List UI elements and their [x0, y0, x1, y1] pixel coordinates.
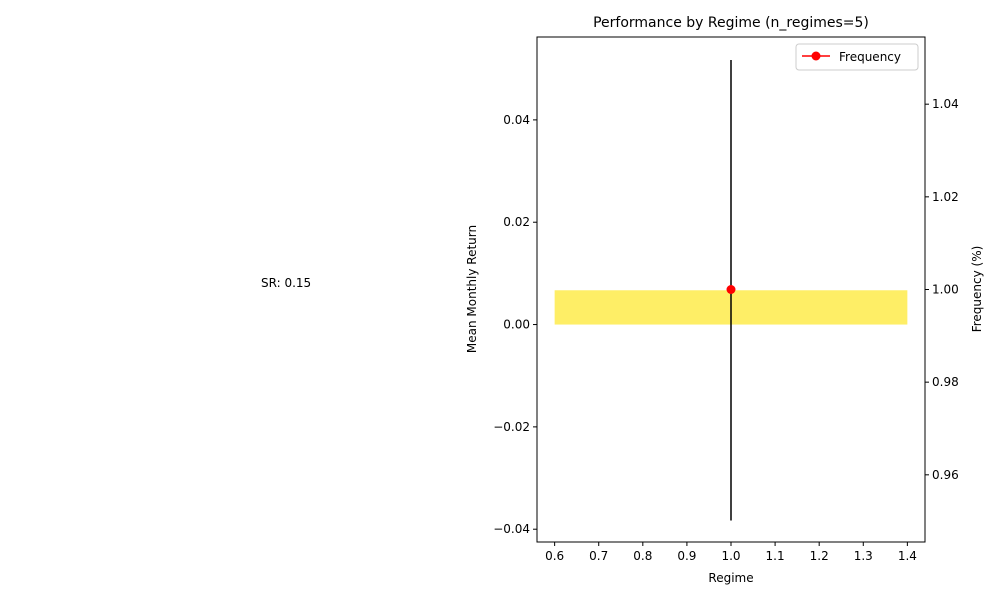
y-tick-label: 0.04: [503, 113, 530, 127]
x-tick-label: 1.1: [766, 549, 785, 563]
legend-point-marker: [811, 51, 821, 61]
x-tick-label: 1.2: [810, 549, 829, 563]
x-tick-label: 1.3: [854, 549, 873, 563]
y-tick-label: −0.04: [493, 522, 530, 536]
right-y-tick-label: 0.98: [932, 375, 959, 389]
x-tick-label: 0.9: [677, 549, 696, 563]
frequency-point: [726, 285, 736, 294]
legend-label-frequency: Frequency: [839, 50, 901, 64]
x-tick-label: 1.0: [721, 549, 740, 563]
x-tick-label: 0.8: [633, 549, 652, 563]
x-tick-label: 0.6: [545, 549, 564, 563]
y-tick-label: 0.02: [503, 215, 530, 229]
chart-title: Performance by Regime (n_regimes=5): [593, 15, 869, 31]
series-layer: [726, 285, 736, 294]
right-y-tick-label: 1.04: [932, 97, 959, 111]
y-tick-label: 0.00: [503, 318, 530, 332]
legend: Frequency: [795, 43, 919, 71]
right-y-tick-label: 1.00: [932, 283, 959, 297]
x-axis-ticks: 0.6 0.7 0.8 0.9 1.0 1.1 1.2 1.3 1.4: [545, 542, 917, 563]
x-tick-label: 1.4: [898, 549, 917, 563]
y-tick-label: −0.02: [493, 420, 530, 434]
right-y-tick-label: 0.96: [932, 468, 959, 482]
y-axis-label: Mean Monthly Return: [465, 225, 479, 353]
y-axis-ticks: −0.04 −0.02 0.00 0.02 0.04: [493, 113, 537, 536]
right-y-axis-label: Frequency (%): [970, 246, 984, 333]
x-tick-label: 0.7: [589, 549, 608, 563]
legend-box: [795, 43, 919, 71]
x-axis-label: Regime: [708, 571, 753, 585]
sharpe-ratio-annotation: SR: 0.15: [261, 276, 311, 290]
right-y-axis-ticks: 0.96 0.98 1.00 1.02 1.04: [925, 97, 959, 482]
right-y-tick-label: 1.02: [932, 190, 959, 204]
